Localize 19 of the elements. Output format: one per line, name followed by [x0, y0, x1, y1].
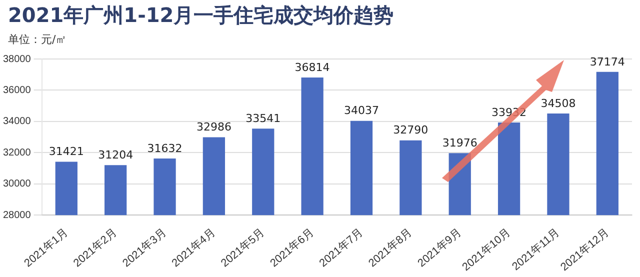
y-tick-label: 32000 — [2, 147, 32, 158]
y-tick-label: 38000 — [2, 54, 32, 65]
y-tick-label: 36000 — [2, 84, 32, 96]
data-label: 34037 — [344, 104, 379, 118]
y-tick-label: 30000 — [2, 178, 32, 190]
data-label: 36814 — [294, 60, 330, 74]
data-label: 32790 — [393, 124, 428, 137]
y-tick-label: 28000 — [2, 210, 32, 221]
data-label: 37174 — [590, 55, 625, 68]
data-label: 31976 — [442, 136, 478, 150]
data-label: 31204 — [98, 148, 134, 162]
data-label: 31632 — [147, 142, 182, 155]
chart-subtitle: 单位：元/㎡ — [8, 32, 67, 47]
data-label: 33541 — [246, 112, 281, 125]
chart-title: 2021年广州1-12月一手住宅成交均价趋势 — [8, 2, 394, 29]
data-label: 31421 — [48, 145, 84, 158]
data-label: 34508 — [540, 96, 576, 110]
y-tick-label: 34000 — [2, 116, 32, 128]
data-label: 32986 — [196, 120, 232, 134]
